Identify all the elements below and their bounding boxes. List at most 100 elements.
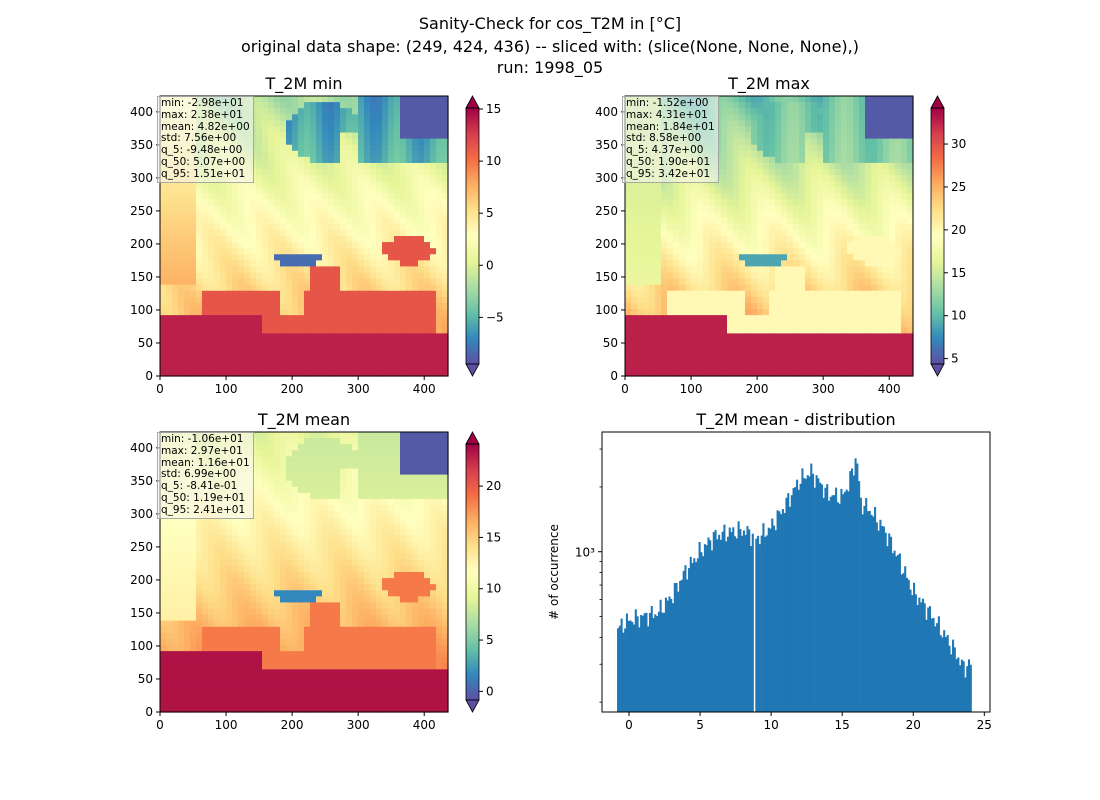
heatmap-cell <box>637 302 644 310</box>
heatmap-cell <box>745 363 752 371</box>
heatmap-cell <box>400 321 407 328</box>
heatmap-cell <box>202 223 209 231</box>
heatmap-cell <box>697 211 704 219</box>
heatmap-cell <box>799 114 806 121</box>
heatmap-cell <box>853 339 860 347</box>
heatmap-cell <box>721 175 728 182</box>
heatmap-cell <box>388 315 395 322</box>
heatmap-cell <box>907 144 914 152</box>
heatmap-cell <box>907 339 914 347</box>
heatmap-cell <box>835 120 842 128</box>
heatmap-cell <box>442 223 449 231</box>
heatmap-cell <box>715 248 722 255</box>
heatmap-cell <box>298 242 305 249</box>
heatmap-cell <box>226 205 233 213</box>
heatmap-cell <box>196 236 203 243</box>
heatmap-cell <box>757 150 764 158</box>
heatmap-cell <box>418 181 425 188</box>
heatmap-cell <box>679 290 686 298</box>
heatmap-cell <box>328 223 335 231</box>
heatmap-cell <box>208 345 215 353</box>
heatmap-cell <box>661 309 668 316</box>
heatmap-cell <box>709 217 716 225</box>
heatmap-cell <box>172 290 179 298</box>
heatmap-cell <box>889 150 896 158</box>
heatmap-cell <box>316 486 323 494</box>
heatmap-cell <box>889 181 896 188</box>
heatmap-cell <box>298 369 305 377</box>
heatmap-cell <box>751 309 758 316</box>
heatmap-cell <box>805 108 812 115</box>
heatmap-cell <box>202 199 209 207</box>
heatmap-cell <box>829 327 836 334</box>
heatmap-cell <box>310 248 317 255</box>
heatmap-cell <box>178 199 185 207</box>
heatmap-cell <box>304 132 311 140</box>
heatmap-cell <box>430 272 437 280</box>
heatmap-cell <box>865 205 872 213</box>
heatmap-cell <box>895 199 902 207</box>
heatmap-cell <box>424 339 431 347</box>
heatmap-cell <box>829 236 836 243</box>
heatmap-cell <box>202 266 209 274</box>
heatmap-cell <box>721 150 728 158</box>
heatmap-cell <box>310 363 317 371</box>
heatmap-cell <box>388 345 395 353</box>
colorbar-tick-label: 10 <box>951 309 966 323</box>
heatmap-cell <box>340 278 347 286</box>
heatmap-cell <box>739 223 746 231</box>
heatmap-cell <box>787 345 794 353</box>
heatmap-cell <box>304 369 311 377</box>
heatmap-cell <box>424 205 431 213</box>
heatmap-cell <box>220 284 227 292</box>
heatmap-cell <box>715 187 722 194</box>
heatmap-cell <box>316 181 323 188</box>
heatmap-cell <box>268 351 275 359</box>
heatmap-cell <box>298 132 305 140</box>
heatmap-cell <box>322 290 329 298</box>
heatmap-cell <box>871 242 878 249</box>
heatmap-cell <box>799 333 806 341</box>
heatmap-cell <box>388 296 395 304</box>
heatmap-cell <box>292 266 299 274</box>
heatmap-cell <box>793 321 800 328</box>
heatmap-cell <box>787 205 794 213</box>
heatmap-cell <box>316 278 323 286</box>
heatmap-cell <box>757 108 764 115</box>
heatmap-cell <box>286 339 293 347</box>
heatmap-cell <box>292 357 299 365</box>
heatmap-cell <box>709 327 716 334</box>
heatmap-cell <box>292 181 299 188</box>
heatmap-cell <box>364 345 371 353</box>
heatmap-cell <box>799 242 806 249</box>
heatmap-cell <box>436 199 443 207</box>
heatmap-cell <box>727 229 734 237</box>
heatmap-cell <box>727 175 734 182</box>
heatmap-cell <box>655 236 662 243</box>
heatmap-cell <box>382 315 389 322</box>
heatmap-cell <box>364 144 371 152</box>
heatmap-cell <box>661 236 668 243</box>
heatmap-cell <box>775 315 782 322</box>
heatmap-cell <box>418 357 425 365</box>
heatmap-cell <box>400 333 407 341</box>
heatmap-cell <box>703 211 710 219</box>
heatmap-cell <box>370 187 377 194</box>
heatmap-cell <box>637 242 644 249</box>
heatmap-cell <box>328 254 335 261</box>
heatmap-cell <box>436 162 443 170</box>
heatmap-cell <box>418 187 425 194</box>
heatmap-cell <box>811 96 818 103</box>
heatmap-cell <box>907 315 914 322</box>
heatmap-cell <box>388 193 395 201</box>
heatmap-cell <box>787 144 794 152</box>
heatmap-cell <box>901 351 908 359</box>
heatmap-cell <box>208 327 215 334</box>
heatmap-cell <box>883 339 890 347</box>
heatmap-cell <box>412 114 419 121</box>
heatmap-cell <box>274 290 281 298</box>
heatmap-cell <box>859 345 866 353</box>
heatmap-cell <box>352 456 359 464</box>
heatmap-cell <box>256 278 263 286</box>
heatmap-cell <box>859 363 866 371</box>
